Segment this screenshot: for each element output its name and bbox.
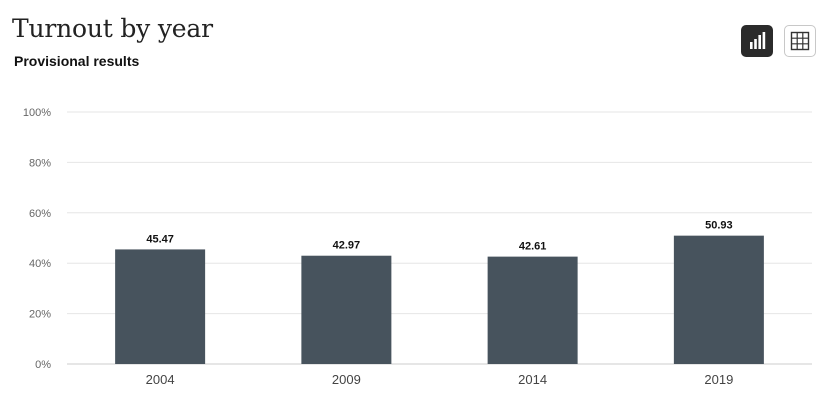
data-label: 42.97 [333, 240, 361, 252]
bar-2009[interactable] [301, 255, 392, 364]
view-toggle [741, 25, 816, 57]
y-axis-ticks: 0% 20% 40% 60% 80% 100% [23, 107, 51, 371]
bar-2014[interactable] [487, 256, 578, 364]
data-label: 50.93 [705, 220, 733, 232]
bars [115, 235, 764, 364]
y-tick-label: 20% [29, 309, 51, 321]
x-tick-label: 2014 [518, 372, 547, 387]
y-tick-label: 0% [35, 359, 51, 371]
table-view-button[interactable] [784, 25, 816, 57]
data-labels: 45.47 42.97 42.61 50.93 [146, 220, 732, 253]
x-tick-label: 2004 [146, 372, 175, 387]
y-tick-label: 40% [29, 258, 51, 270]
x-tick-label: 2019 [704, 372, 733, 387]
x-tick-label: 2009 [332, 372, 361, 387]
chart-title: Turnout by year [12, 14, 213, 43]
bar-2019[interactable] [673, 235, 764, 364]
x-axis-ticks: 2004 2009 2014 2019 [146, 372, 734, 387]
data-label: 42.61 [519, 241, 547, 253]
bar-2004[interactable] [115, 249, 206, 364]
bar-chart-icon [750, 32, 766, 49]
data-label: 45.47 [146, 233, 174, 245]
y-tick-label: 80% [29, 157, 51, 169]
y-tick-label: 100% [23, 107, 51, 119]
y-tick-label: 60% [29, 208, 51, 220]
table-grid-icon [790, 31, 810, 51]
chart-view-button[interactable] [741, 25, 773, 57]
chart-subtitle: Provisional results [14, 53, 140, 69]
